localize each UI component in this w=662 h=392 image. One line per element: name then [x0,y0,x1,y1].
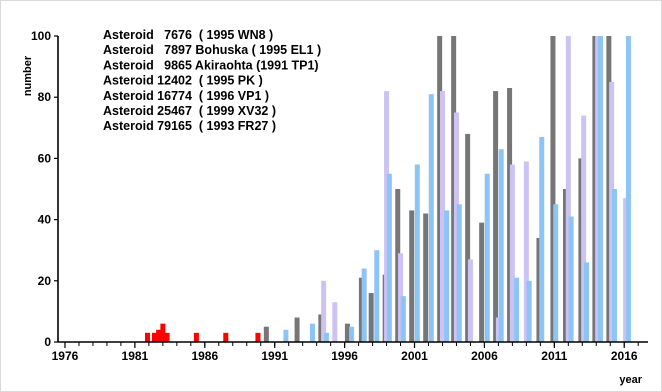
legend-line-4: Asteroid 16774 ( 1996 VP1 ) [103,89,269,103]
bar-33 [439,91,445,342]
bar-57 [578,158,584,342]
x-axis-label: year [619,374,642,386]
bar-19 [361,268,367,342]
bar-56 [568,216,574,342]
bar-58 [581,115,587,342]
x-tick-label-7: 2011 [541,349,567,363]
bar-30 [423,213,429,342]
bar-54 [563,189,569,342]
bar-36 [453,112,459,342]
legend-line-3: Asteroid 12402 ( 1995 PK ) [103,74,263,88]
bar-34 [444,210,450,342]
bar-62 [597,36,603,342]
bar-40 [479,222,485,342]
y-tick-label-2: 40 [38,213,52,227]
x-tick-label-0: 1976 [52,349,79,363]
y-tick-label-5: 100 [31,29,51,43]
y-axis-label: number [22,55,34,96]
x-tick-label-2: 1986 [191,349,218,363]
bar-53 [553,204,559,342]
bar-55 [565,36,571,342]
legend-line-2: Asteroid 9865 Akiraohta (1991 TP1) [103,58,319,72]
bar-67 [625,36,631,342]
bar-50 [536,237,542,342]
bar-61 [595,36,601,342]
bar-46 [509,164,515,342]
bar-66 [623,198,629,342]
x-tick-label-4: 1996 [331,349,358,363]
bar-48 [523,161,529,342]
bar-25 [395,189,401,342]
bar-29 [414,164,420,342]
y-tick-label-3: 60 [38,151,52,165]
bar-8 [263,326,269,342]
bar-42 [493,91,499,342]
bar-49 [526,280,532,342]
bar-51 [539,136,545,342]
x-tick-label-1: 1981 [122,349,149,363]
bar-3 [160,323,166,342]
bar-63 [606,36,612,342]
bar-21 [374,250,380,342]
bar-16 [344,323,350,342]
y-tick-label-4: 80 [38,90,52,104]
x-tick-label-5: 2001 [401,349,428,363]
axes-layer: 0 20 40 60 80 100 1976 1981 1986 1991 1996 2001 2006… [31,29,648,363]
bar-28 [409,210,415,342]
bar-18 [358,277,364,342]
bar-5 [193,332,199,342]
bar-7 [255,332,261,342]
bar-13 [321,280,327,342]
bar-39 [467,259,473,342]
bar-20 [368,293,374,342]
bar-23 [384,91,390,342]
legend-line-0: Asteroid 7676 ( 1995 WN8 ) [103,28,273,42]
x-tick-label-3: 1991 [261,349,288,363]
bar-60 [592,36,598,342]
bar-52 [550,36,556,342]
bar-32 [437,36,443,342]
bar-43 [495,317,501,342]
legend-line-1: Asteroid 7897 Bohuska ( 1995 EL1 ) [103,43,321,57]
bar-1 [151,332,157,342]
bar-35 [451,36,457,342]
bar-41 [484,173,490,342]
legend-line-6: Asteroid 79165 ( 1993 FR27 ) [103,119,276,133]
bar-4 [164,332,170,342]
bar-38 [465,133,471,342]
bar-12 [318,314,324,342]
bar-37 [456,204,462,342]
bar-59 [583,262,589,342]
bar-27 [400,296,406,342]
bar-24 [386,173,392,342]
bar-14 [323,332,329,342]
bars-layer [144,36,631,343]
bar-47 [514,277,520,342]
bar-10 [294,317,300,342]
bar-65 [611,189,617,342]
bar-0 [144,332,150,342]
x-tick-label-6: 2006 [471,349,498,363]
bar-2 [156,329,162,342]
bar-44 [498,149,504,342]
x-tick-label-8: 2016 [611,349,638,363]
bar-11 [309,323,315,342]
y-tick-label-1: 20 [38,274,52,288]
bar-15 [332,302,338,342]
bar-17 [349,326,355,342]
y-tick-label-0: 0 [44,335,51,349]
bar-45 [507,88,513,343]
bar-9 [283,329,289,342]
legend: Asteroid 7676 ( 1995 WN8 )Asteroid 7897 … [103,28,321,133]
bar-31 [428,94,434,342]
legend-line-5: Asteroid 25467 ( 1999 XV32 ) [103,104,276,118]
bar-26 [398,253,404,342]
bar-64 [609,81,615,343]
bar-6 [223,332,229,342]
